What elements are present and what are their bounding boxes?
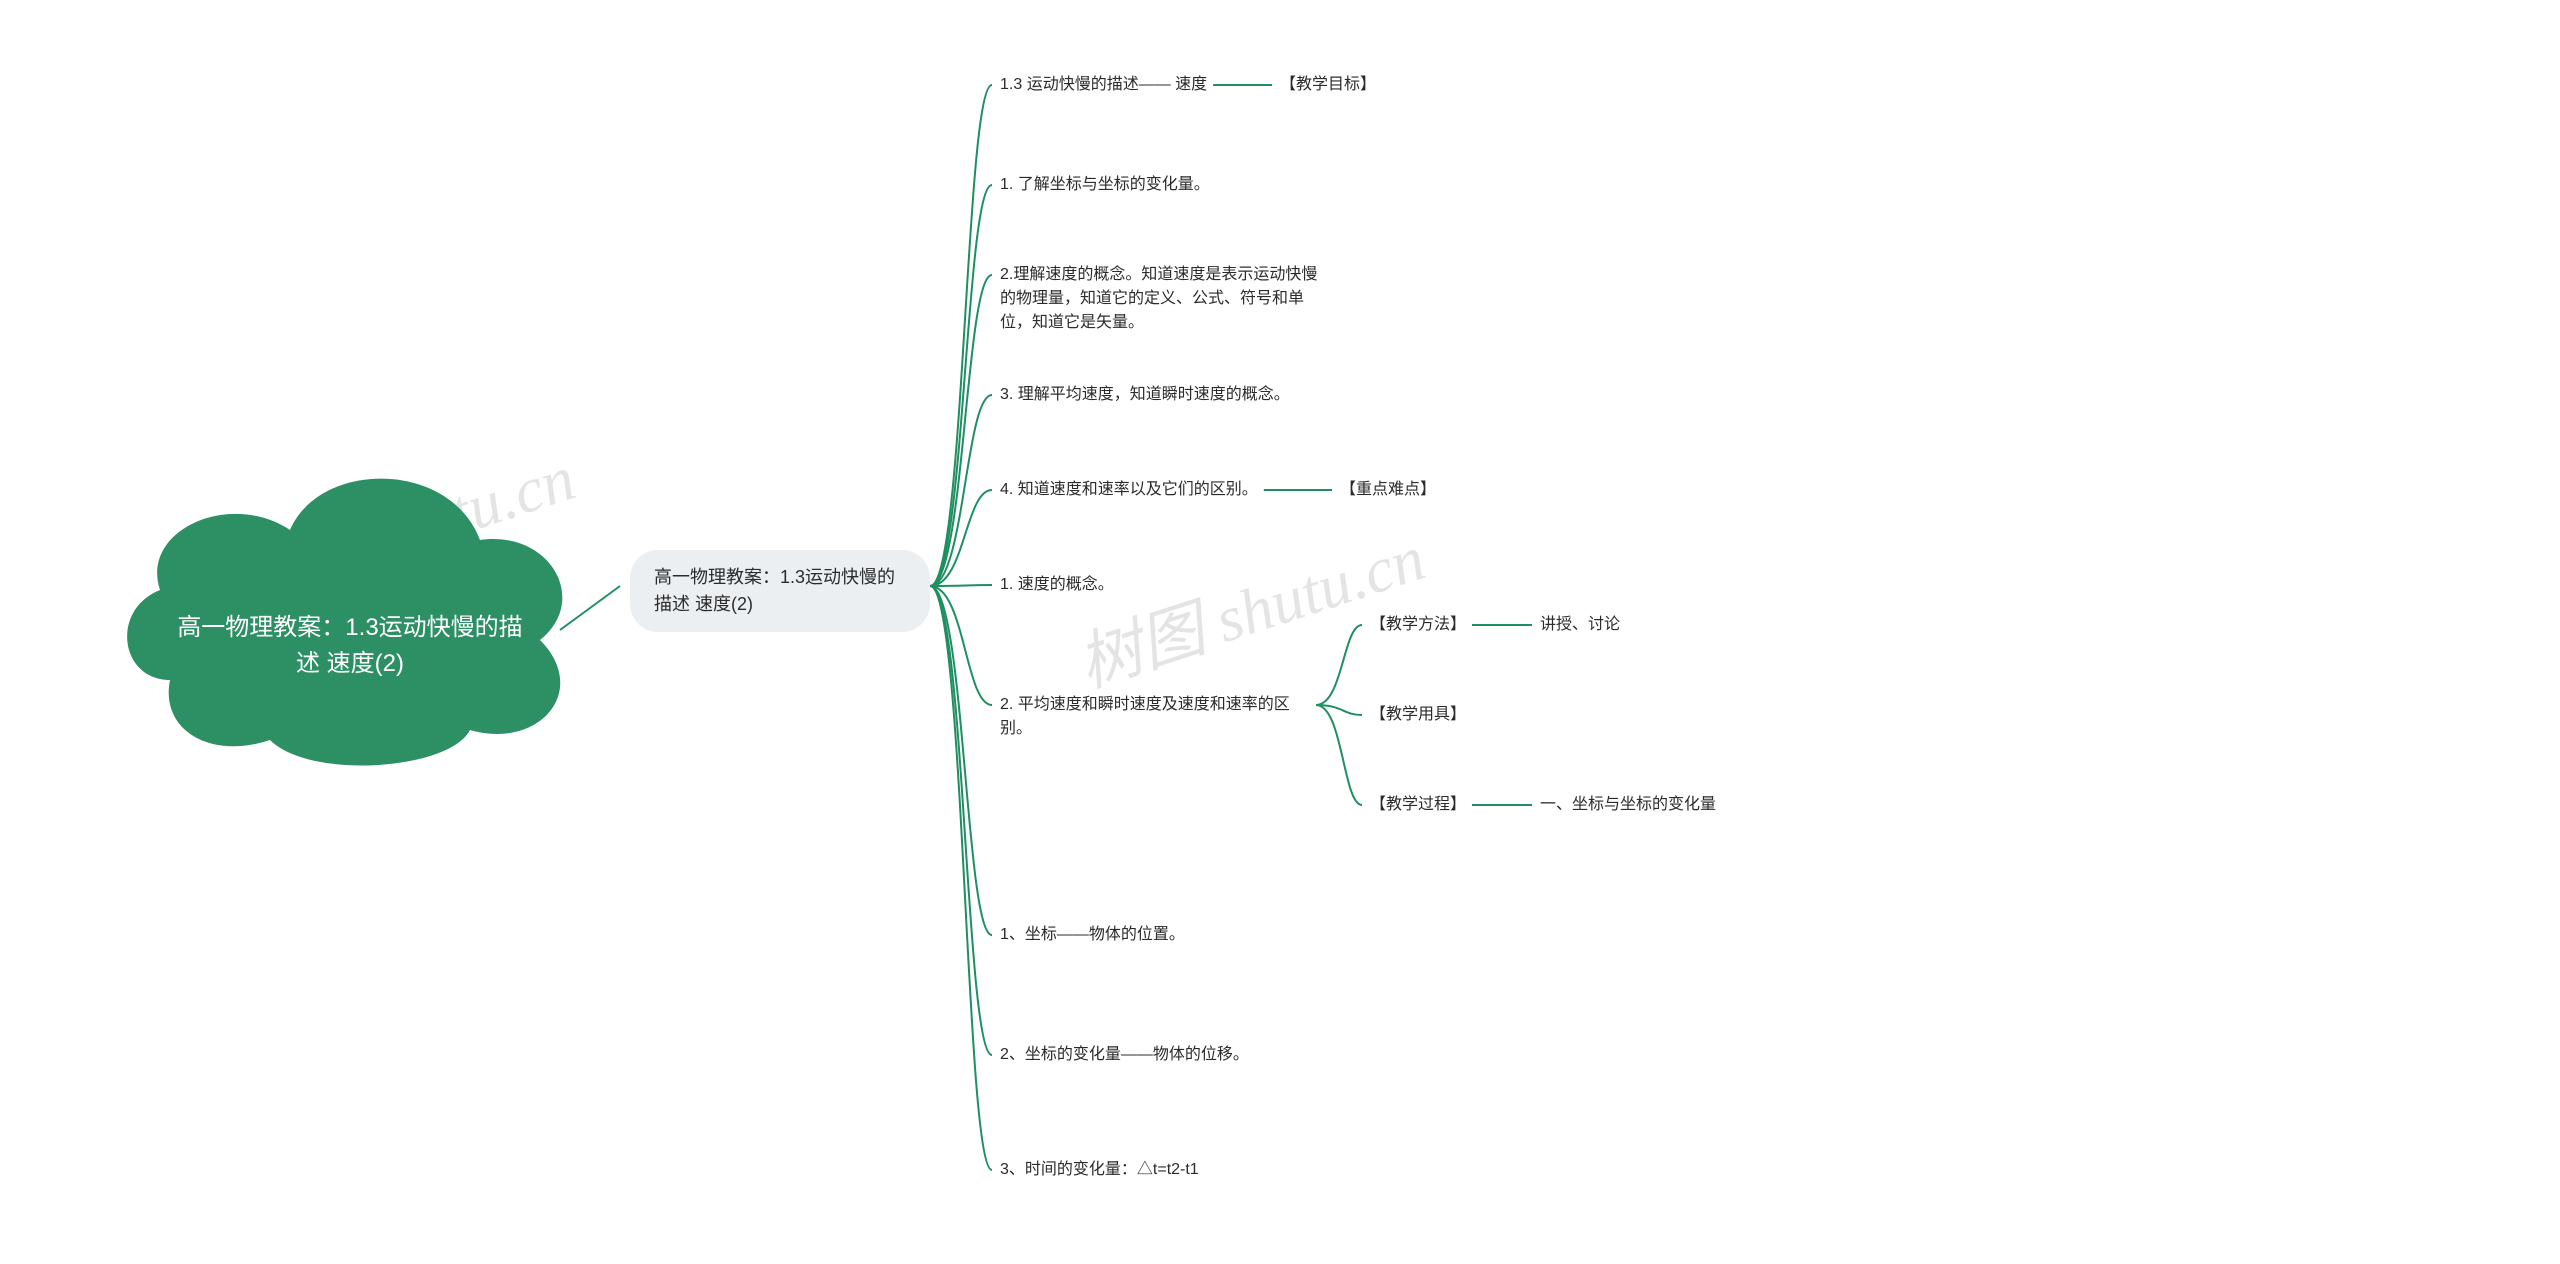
branch-label: 【教学过程】	[1370, 793, 1466, 817]
branch-node: 【教学方法】	[1370, 613, 1466, 637]
branch-label: 4. 知道速度和速率以及它们的区别。	[1000, 478, 1258, 502]
branch-node: 2、坐标的变化量——物体的位移。	[1000, 1043, 1249, 1067]
level1-label: 高一物理教案：1.3运动快慢的描述 速度(2)	[654, 564, 906, 618]
branch-node: 2.理解速度的概念。知道速度是表示运动快慢的物理量，知道它的定义、公式、符号和单…	[1000, 263, 1320, 335]
branch-label: 【重点难点】	[1340, 478, 1436, 502]
branch-label: 3. 理解平均速度，知道瞬时速度的概念。	[1000, 383, 1290, 407]
branch-node: 【教学过程】	[1370, 793, 1466, 817]
root-label: 高一物理教案：1.3运动快慢的描述 速度(2)	[110, 610, 590, 682]
branch-label: 一、坐标与坐标的变化量	[1540, 793, 1716, 817]
branch-node: 2. 平均速度和瞬时速度及速度和速率的区别。	[1000, 693, 1310, 741]
branch-label: 【教学用具】	[1370, 703, 1466, 727]
branch-label: 【教学目标】	[1280, 73, 1376, 97]
cloud-shape-icon	[110, 430, 590, 770]
root-node: 高一物理教案：1.3运动快慢的描述 速度(2)	[110, 430, 590, 770]
branch-label: 1.3 运动快慢的描述—— 速度	[1000, 73, 1207, 97]
branch-node: 1. 了解坐标与坐标的变化量。	[1000, 173, 1210, 197]
branch-label: 1. 了解坐标与坐标的变化量。	[1000, 173, 1210, 197]
branch-node: 1.3 运动快慢的描述—— 速度	[1000, 73, 1207, 97]
branch-node: 3、时间的变化量：△t=t2-t1	[1000, 1158, 1199, 1182]
branch-label: 讲授、讨论	[1540, 613, 1620, 637]
branch-label: 3、时间的变化量：△t=t2-t1	[1000, 1158, 1199, 1182]
branch-label: 【教学方法】	[1370, 613, 1466, 637]
branch-node: 4. 知道速度和速率以及它们的区别。	[1000, 478, 1258, 502]
branch-node: 【教学用具】	[1370, 703, 1466, 727]
branch-label: 2. 平均速度和瞬时速度及速度和速率的区别。	[1000, 693, 1310, 741]
watermark: 树图 shutu.cn	[1065, 507, 1435, 705]
branch-node: 一、坐标与坐标的变化量	[1540, 793, 1716, 817]
branch-node: 【重点难点】	[1340, 478, 1436, 502]
branch-label: 2.理解速度的概念。知道速度是表示运动快慢的物理量，知道它的定义、公式、符号和单…	[1000, 263, 1320, 335]
branch-label: 2、坐标的变化量——物体的位移。	[1000, 1043, 1249, 1067]
branch-node: 1. 速度的概念。	[1000, 573, 1114, 597]
branch-node: 讲授、讨论	[1540, 613, 1620, 637]
branch-node: 【教学目标】	[1280, 73, 1376, 97]
branch-node: 1、坐标——物体的位置。	[1000, 923, 1185, 947]
branch-label: 1、坐标——物体的位置。	[1000, 923, 1185, 947]
branch-node: 3. 理解平均速度，知道瞬时速度的概念。	[1000, 383, 1290, 407]
level1-node: 高一物理教案：1.3运动快慢的描述 速度(2)	[630, 550, 930, 632]
branch-label: 1. 速度的概念。	[1000, 573, 1114, 597]
